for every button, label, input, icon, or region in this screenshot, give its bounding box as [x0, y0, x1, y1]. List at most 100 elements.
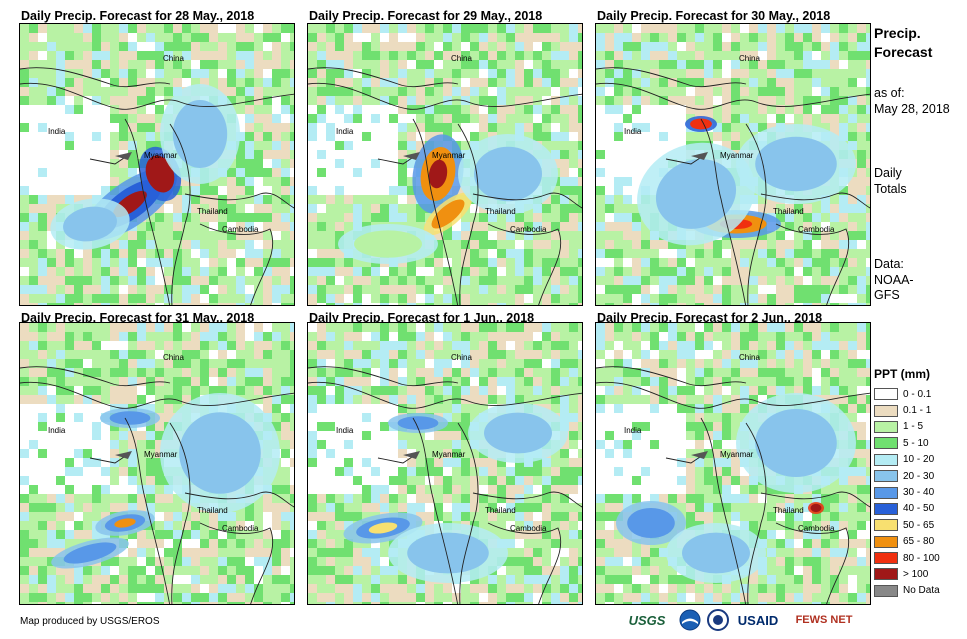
- precip-raster: [596, 323, 870, 604]
- legend-label: > 100: [903, 568, 929, 580]
- precip-raster: [20, 323, 294, 604]
- precip-raster: [596, 24, 870, 305]
- place-label-india: India: [624, 426, 642, 435]
- legend-label: 0 - 0.1: [903, 388, 932, 400]
- place-label-india: India: [336, 127, 354, 136]
- legend-label: 5 - 10: [903, 437, 929, 449]
- panel-title-1: Daily Precip. Forecast for 28 May., 2018: [21, 9, 255, 23]
- usaid-logo-text: USAID: [737, 612, 779, 628]
- legend-item: 80 - 100: [874, 550, 940, 566]
- noaa-emblem-icon: [679, 609, 701, 631]
- place-label-myanmar: Myanmar: [432, 151, 466, 160]
- legend-title: PPT (mm): [874, 367, 931, 381]
- legend-item: 65 - 80: [874, 534, 940, 550]
- panel-title-5: Daily Precip. Forecast for 1 Jun., 2018: [309, 311, 535, 325]
- legend-swatch: [874, 552, 898, 565]
- precip-raster: [308, 323, 582, 604]
- sidebar-title-line2: Forecast: [874, 44, 933, 60]
- forecast-map-1: China India Myanmar Thailand Cambodia: [19, 23, 295, 306]
- legend-swatch: [874, 535, 898, 548]
- totals-line2: Totals: [874, 181, 907, 196]
- usgs-logo: USGS: [617, 608, 677, 632]
- dos-seal-logo: [706, 608, 730, 632]
- as-of-value: May 28, 2018: [874, 101, 950, 116]
- legend-swatch: [874, 437, 898, 450]
- legend-label: 1 - 5: [903, 421, 924, 433]
- place-label-thailand: Thailand: [197, 506, 228, 515]
- forecast-map-6: China India Myanmar Thailand Cambodia: [595, 322, 871, 605]
- place-label-myanmar: Myanmar: [144, 450, 178, 459]
- place-label-china: China: [163, 353, 184, 362]
- place-label-cambodia: Cambodia: [222, 524, 259, 533]
- totals-note: Daily Totals: [874, 166, 907, 197]
- data-source-line1: Data:: [874, 257, 904, 271]
- place-label-thailand: Thailand: [485, 207, 516, 216]
- legend-item: 0 - 0.1: [874, 386, 940, 402]
- place-label-cambodia: Cambodia: [510, 225, 547, 234]
- place-label-myanmar: Myanmar: [720, 151, 754, 160]
- legend-label: 20 - 30: [903, 470, 935, 482]
- place-label-india: India: [48, 426, 66, 435]
- place-label-china: China: [451, 353, 472, 362]
- forecast-map-5: China India Myanmar Thailand Cambodia: [307, 322, 583, 605]
- place-label-cambodia: Cambodia: [510, 524, 547, 533]
- place-label-thailand: Thailand: [485, 506, 516, 515]
- noaa-logo: [678, 608, 702, 632]
- legend-item: 5 - 10: [874, 435, 940, 451]
- place-label-india: India: [336, 426, 354, 435]
- place-label-thailand: Thailand: [773, 506, 804, 515]
- precip-raster: [308, 24, 582, 305]
- legend-label: 80 - 100: [903, 552, 940, 564]
- as-of-date: as of: May 28, 2018: [874, 86, 950, 117]
- place-label-india: India: [624, 127, 642, 136]
- legend-item: 40 - 50: [874, 501, 940, 517]
- legend-item: > 100: [874, 566, 940, 582]
- panel-title-2: Daily Precip. Forecast for 29 May., 2018: [309, 9, 543, 23]
- place-label-india: India: [48, 127, 66, 136]
- legend-swatch: [874, 486, 898, 499]
- legend-swatch: [874, 453, 898, 466]
- legend: PPT (mm) 0 - 0.1 0.1 - 1 1 - 5 5 - 10 10 - 2…: [874, 367, 940, 599]
- as-of-label: as of:: [874, 86, 905, 100]
- place-label-thailand: Thailand: [773, 207, 804, 216]
- legend-swatch: [874, 420, 898, 433]
- legend-item: 20 - 30: [874, 468, 940, 484]
- legend-item: 0.1 - 1: [874, 402, 940, 418]
- usaid-logo: USAID: [732, 608, 784, 632]
- data-source: Data: NOAA- GFS: [874, 257, 914, 304]
- legend-label: 10 - 20: [903, 454, 935, 466]
- legend-label: 65 - 80: [903, 536, 935, 548]
- legend-label: No Data: [903, 585, 940, 597]
- legend-label: 0.1 - 1: [903, 405, 932, 417]
- legend-swatch: [874, 568, 898, 581]
- seal-emblem-icon: [707, 609, 729, 631]
- place-label-myanmar: Myanmar: [432, 450, 466, 459]
- panel-title-4: Daily Precip. Forecast for 31 May., 2018: [21, 311, 255, 325]
- panel-title-6: Daily Precip. Forecast for 2 Jun., 2018: [597, 311, 823, 325]
- forecast-map-4: China India Myanmar Thailand Cambodia: [19, 322, 295, 605]
- legend-item: No Data: [874, 583, 940, 599]
- forecast-map-2: China India Myanmar Thailand Cambodia: [307, 23, 583, 306]
- legend-label: 40 - 50: [903, 503, 935, 515]
- legend-swatch: [874, 404, 898, 417]
- data-source-line3: GFS: [874, 288, 900, 302]
- legend-item: 10 - 20: [874, 452, 940, 468]
- place-label-cambodia: Cambodia: [798, 524, 835, 533]
- legend-label: 50 - 65: [903, 519, 935, 531]
- sidebar-title: Precip. Forecast: [874, 24, 932, 62]
- usgs-logo-text: USGS: [628, 612, 666, 628]
- place-label-thailand: Thailand: [197, 207, 228, 216]
- fewsnet-logo-text: FEWS NET: [795, 614, 853, 626]
- place-label-myanmar: Myanmar: [144, 151, 178, 160]
- legend-item: 1 - 5: [874, 419, 940, 435]
- legend-swatch: [874, 470, 898, 483]
- forecast-map-3: China India Myanmar Thailand Cambodia: [595, 23, 871, 306]
- precip-raster: [20, 24, 294, 305]
- place-label-china: China: [739, 353, 760, 362]
- panel-title-3: Daily Precip. Forecast for 30 May., 2018: [597, 9, 831, 23]
- legend-label: 30 - 40: [903, 487, 935, 499]
- legend-swatch: [874, 502, 898, 515]
- legend-item: 30 - 40: [874, 484, 940, 500]
- place-label-china: China: [163, 54, 184, 63]
- place-label-china: China: [451, 54, 472, 63]
